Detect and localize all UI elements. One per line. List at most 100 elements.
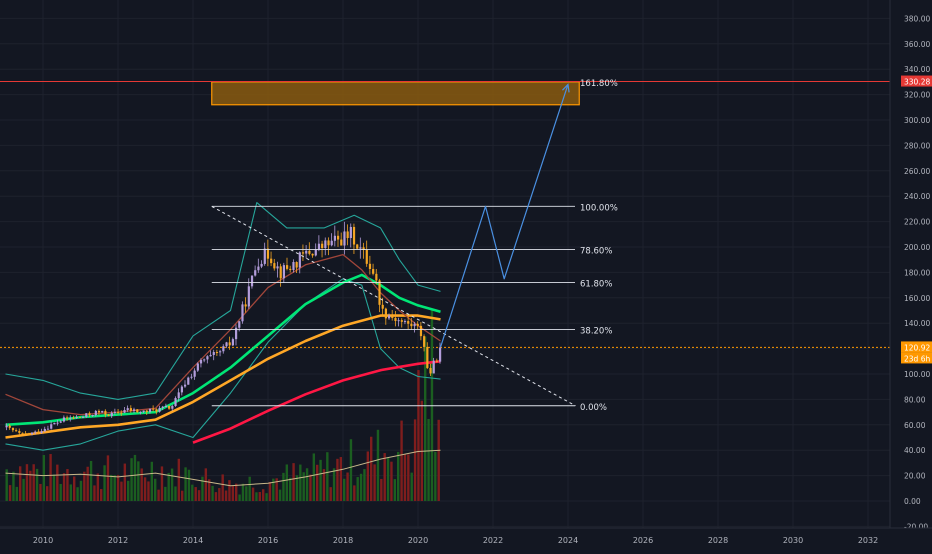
candle-body [97,410,101,413]
candle-body [34,431,37,433]
volume-bar [56,464,59,501]
candle-body [381,304,384,309]
fib-level-label: 0.00% [580,403,607,413]
candle-body [359,247,362,249]
volume-bar [59,483,62,501]
y-tick-label: 140.00 [904,319,930,328]
candle-body [31,432,34,434]
candle-body [270,258,273,264]
candle-body [145,410,148,412]
moving-average-3 [192,360,441,444]
candle-body [327,240,330,246]
candle-body [384,308,388,319]
volume-bar [69,484,73,501]
volume-bar [272,478,275,501]
candle-body [139,411,142,413]
candle-body [314,249,317,256]
volume-bar [305,468,309,501]
volume-bar [221,474,224,501]
y-tick-label: 300.00 [904,116,930,125]
candle-body [190,376,193,378]
volume-bar [390,461,393,501]
volume-bar [322,469,326,501]
volume-bar [181,490,184,501]
candle-body [203,359,206,361]
y-tick-label: 340.00 [904,65,930,74]
candle-body [250,275,254,287]
volume-bar [127,480,130,501]
candle-body [50,424,53,429]
x-tick-label: 2030 [783,536,803,545]
candle-body [435,360,439,362]
volume-bar [356,477,359,501]
volume-bar [25,464,29,501]
candle-body [136,409,139,413]
candle-body [126,408,129,410]
volume-bar [187,469,191,501]
candle-body [46,428,50,430]
candle-body [238,321,241,328]
price-tag-upper: 330.28 [904,78,930,87]
candle-body [365,249,368,264]
candle-body [62,417,66,422]
candle-body [356,244,359,249]
volume-bar [22,478,25,501]
volume-bar [224,490,228,501]
price-tag-upper-bg [901,75,932,87]
volume-bar [106,455,110,501]
volume-bar [83,471,86,501]
volume-bar [329,487,332,501]
volume-bar [231,485,235,501]
volume-bar [214,492,218,501]
candle-body [94,410,97,416]
candle-body [91,415,94,417]
x-tick-label: 2012 [108,536,128,545]
candle-body [107,414,110,417]
volume-bar [201,476,204,501]
price-tag-countdown: 23d 6h [904,354,930,363]
x-tick-label: 2020 [408,536,428,545]
candle-body [5,425,8,428]
volume-bar [228,480,231,501]
volume-bar [380,478,383,501]
candle-body [375,273,378,281]
candle-body [368,263,372,269]
candle-body [298,252,301,268]
candle-body [286,265,289,269]
volume-bar [417,370,420,501]
volume-bar [292,463,295,501]
candle-body [403,321,407,323]
candle-body [292,262,295,271]
candle-body [362,247,365,250]
volume-bar [110,474,113,501]
y-tick-label: 260.00 [904,167,930,176]
volume-bar [326,452,329,501]
volume-bar [143,477,147,501]
volume-bar [15,486,19,501]
volume-bar [359,473,363,501]
volume-bar [373,464,376,501]
candle-body [196,363,199,371]
volume-bar [235,483,238,501]
volume-bar [238,494,241,501]
x-tick-label: 2016 [258,536,278,545]
volume-bar [73,476,76,501]
volume-bar [265,493,268,501]
volume-bar [133,454,137,501]
candle-body [372,268,375,274]
candle-body [244,304,247,307]
volume-bar [437,419,440,501]
y-tick-label: 320.00 [904,91,930,100]
candle-body [352,226,356,245]
candle-body [66,417,69,419]
candle-body [27,433,31,435]
candle-body [53,422,56,425]
candle-body [295,262,298,268]
volume-bar [336,458,339,501]
candle-body [82,416,85,418]
volume-bar [393,479,397,501]
y-tick-label: 200.00 [904,243,930,252]
candle-body [24,433,27,435]
